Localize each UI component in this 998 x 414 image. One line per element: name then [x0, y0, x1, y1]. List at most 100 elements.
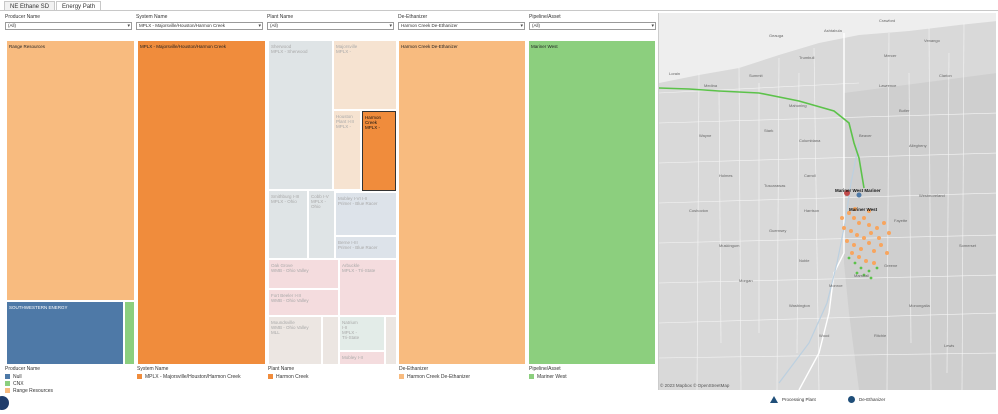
map-county-label: Somerset [959, 243, 977, 248]
pipeline-filter-select[interactable]: (All) ▾ [529, 22, 656, 30]
treemap-cell-sherwood[interactable]: Sherwood MPLX - Sherwood [269, 41, 332, 189]
map-county-label: Holmes [719, 173, 733, 178]
treemap-cell-cnx[interactable] [125, 302, 134, 364]
system-filter-value: MPLX - Majorsville/Houston/Harmon Creek [139, 23, 226, 28]
treemap-cell-mplx-system[interactable]: MPLX - Majorsville/Houston/Harmon Creek [138, 41, 265, 364]
system-treemap: MPLX - Majorsville/Houston/Harmon Creek [138, 41, 266, 364]
treemap-cell-harmon-creek[interactable]: Harmon Creek MPLX - [362, 111, 396, 191]
map-county-label: Guernsey [769, 228, 787, 233]
map-county-label: Muskingum [719, 243, 740, 248]
treemap-cell-arbuckle[interactable]: Arbuckle MPLX - Tri-State [340, 260, 396, 315]
map-county-label: Crawford [879, 18, 896, 23]
chevron-down-icon: ▾ [127, 23, 130, 29]
map-county-label: Butler [899, 108, 910, 113]
map-county-label: Harrison [804, 208, 820, 213]
legend-label: Mariner West [537, 373, 567, 380]
system-filter-select[interactable]: MPLX - Majorsville/Houston/Harmon Creek … [136, 22, 263, 30]
map-county-label: Summit [749, 73, 763, 78]
deethanizer-marker[interactable] [856, 192, 862, 198]
map-county-label: Ashtabula [824, 28, 842, 33]
map-county-label: Lorain [669, 71, 681, 76]
treemap-cell-mobley-small[interactable]: Mobley I-II [340, 352, 384, 364]
legend-label: Range Resources [13, 387, 54, 394]
pipeline-treemap: Mariner West [529, 41, 656, 364]
map-county-label: Mahoning [789, 103, 807, 108]
legend-label: Harmon Creek [276, 373, 309, 380]
treemap-cell-smithburg[interactable]: Smithburg I-III MPLX - Ohio [269, 191, 307, 258]
plant-marker[interactable] [844, 190, 850, 196]
map-county-label: Monroe [829, 283, 843, 288]
chevron-down-icon: ▾ [258, 23, 261, 29]
treemap-cell-cobb[interactable]: Cobb I-V MPLX - Ohio [309, 191, 334, 258]
well-cluster-orange [840, 207, 891, 265]
plant-filter-value: (All) [270, 23, 278, 28]
chevron-down-icon: ▾ [651, 23, 654, 29]
deethanizer-filter-select[interactable]: Harmon Creek De-Ethanizer ▾ [398, 22, 525, 30]
treemap-cell-small-1[interactable] [323, 317, 338, 364]
map-county-label: Wood [819, 333, 830, 338]
treemap-cell-mariner-west[interactable]: Mariner West [529, 41, 655, 364]
legend-swatch [268, 374, 273, 379]
map-county-label: Medina [704, 83, 718, 88]
plant-legend: Plant Name Harmon Creek [268, 366, 309, 380]
map-county-label: Westmoreland [919, 193, 945, 198]
river [778, 142, 860, 384]
legend-swatch [399, 374, 404, 379]
treemap-cell-small-2[interactable] [386, 317, 396, 364]
legend-item-null: Null [5, 373, 53, 380]
map-county-label: Morgan [739, 278, 753, 283]
map-county-label: Mercer [884, 53, 897, 58]
map-label-mariner-west: Mariner West [849, 207, 878, 212]
state-region [844, 73, 996, 390]
treemap-cell-houston[interactable]: Houston Plant I-III MPLX - [334, 111, 360, 189]
corner-badge-icon[interactable] [0, 396, 9, 410]
map-county-label: Geauga [769, 33, 784, 38]
treemap-cell-fort-beeler[interactable]: Fort Beeler I-III WMB - Ohio Valley [269, 290, 338, 315]
legend-swatch [5, 374, 10, 379]
map-county-label: Monongalia [909, 303, 930, 308]
treemap-cell-moundsville[interactable]: Moundsville WMB - Ohio Valley MLL [269, 317, 321, 364]
producer-filter: Producer Name (All) ▾ [5, 14, 132, 32]
legend-swatch [5, 388, 10, 393]
map-view[interactable]: Mariner West Mariner Mariner West Lorain… [658, 13, 996, 390]
producer-filter-select[interactable]: (All) ▾ [5, 22, 132, 30]
treemap-cell-oak-grove[interactable]: Oak Grove WMB - Ohio Valley [269, 260, 338, 288]
plant-filter-select[interactable]: (All) ▾ [267, 22, 394, 30]
map-county-label: Beaver [859, 133, 872, 138]
map-label-mariner: Mariner West Mariner [835, 188, 881, 193]
map-county-label: Tuscarawas [764, 183, 786, 188]
plant-treemap: Sherwood MPLX - Sherwood Majorsville MPL… [269, 41, 396, 364]
plant-filter: Plant Name (All) ▾ [267, 14, 394, 32]
map-legend-processing: Processing Plant [770, 396, 816, 403]
map-county-label: Coshocton [689, 208, 709, 213]
map-county-label: Lawrence [879, 83, 897, 88]
legend-item-mariner-west: Mariner West [529, 373, 567, 380]
well-cluster-green [847, 256, 879, 280]
treemap-cell-southwestern-energy[interactable]: SOUTHWESTERN ENERGY [7, 302, 123, 364]
treemap-cell-natrium[interactable]: Natrium I-II MPLX - Tri-State [340, 317, 384, 350]
treemap-cell-harmon-creek-deethanizer[interactable]: Harmon Creek De-Ethanizer [399, 41, 525, 364]
map-county-label: Greene [884, 263, 898, 268]
treemap-cell-mobley[interactable]: Mobley I-VI I-II Primer - Blue Racer [336, 193, 396, 235]
plant-filter-label: Plant Name [267, 14, 294, 20]
map-canvas [659, 13, 996, 390]
lake-erie [659, 13, 996, 83]
treemap-cell-berne[interactable]: Berne I-III Primer - Blue Racer [336, 237, 396, 258]
chevron-down-icon: ▾ [520, 23, 523, 29]
tab-energy-path[interactable]: Energy Path [56, 1, 102, 11]
map-county-label: Trumbull [799, 55, 815, 60]
system-legend-title: System Name [137, 366, 169, 372]
system-filter: System Name MPLX - Majorsville/Houston/H… [136, 14, 263, 32]
map-legend-label: De-Ethanizer [859, 397, 886, 402]
tab-ne-ethane-sd[interactable]: NE Ethane SD [4, 1, 56, 11]
treemap-cell-majorsville[interactable]: Majorsville MPLX - [334, 41, 396, 109]
map-county-label: Columbiana [799, 138, 821, 143]
map-county-label: Allegheny [909, 143, 927, 148]
producer-filter-label: Producer Name [5, 14, 41, 20]
pipeline-filter-value: (All) [532, 23, 540, 28]
legend-item-harmon-creek: Harmon Creek [268, 373, 309, 380]
treemap-cell-range-resources[interactable]: Range Resources [7, 41, 134, 300]
deethanizer-legend-title: De-Ethanizer [399, 366, 429, 372]
deethanizer-filter: De-Ethanizer Harmon Creek De-Ethanizer ▾ [398, 14, 525, 32]
legend-item-mplx: MPLX - Majorsville/Houston/Harmon Creek [137, 373, 241, 380]
